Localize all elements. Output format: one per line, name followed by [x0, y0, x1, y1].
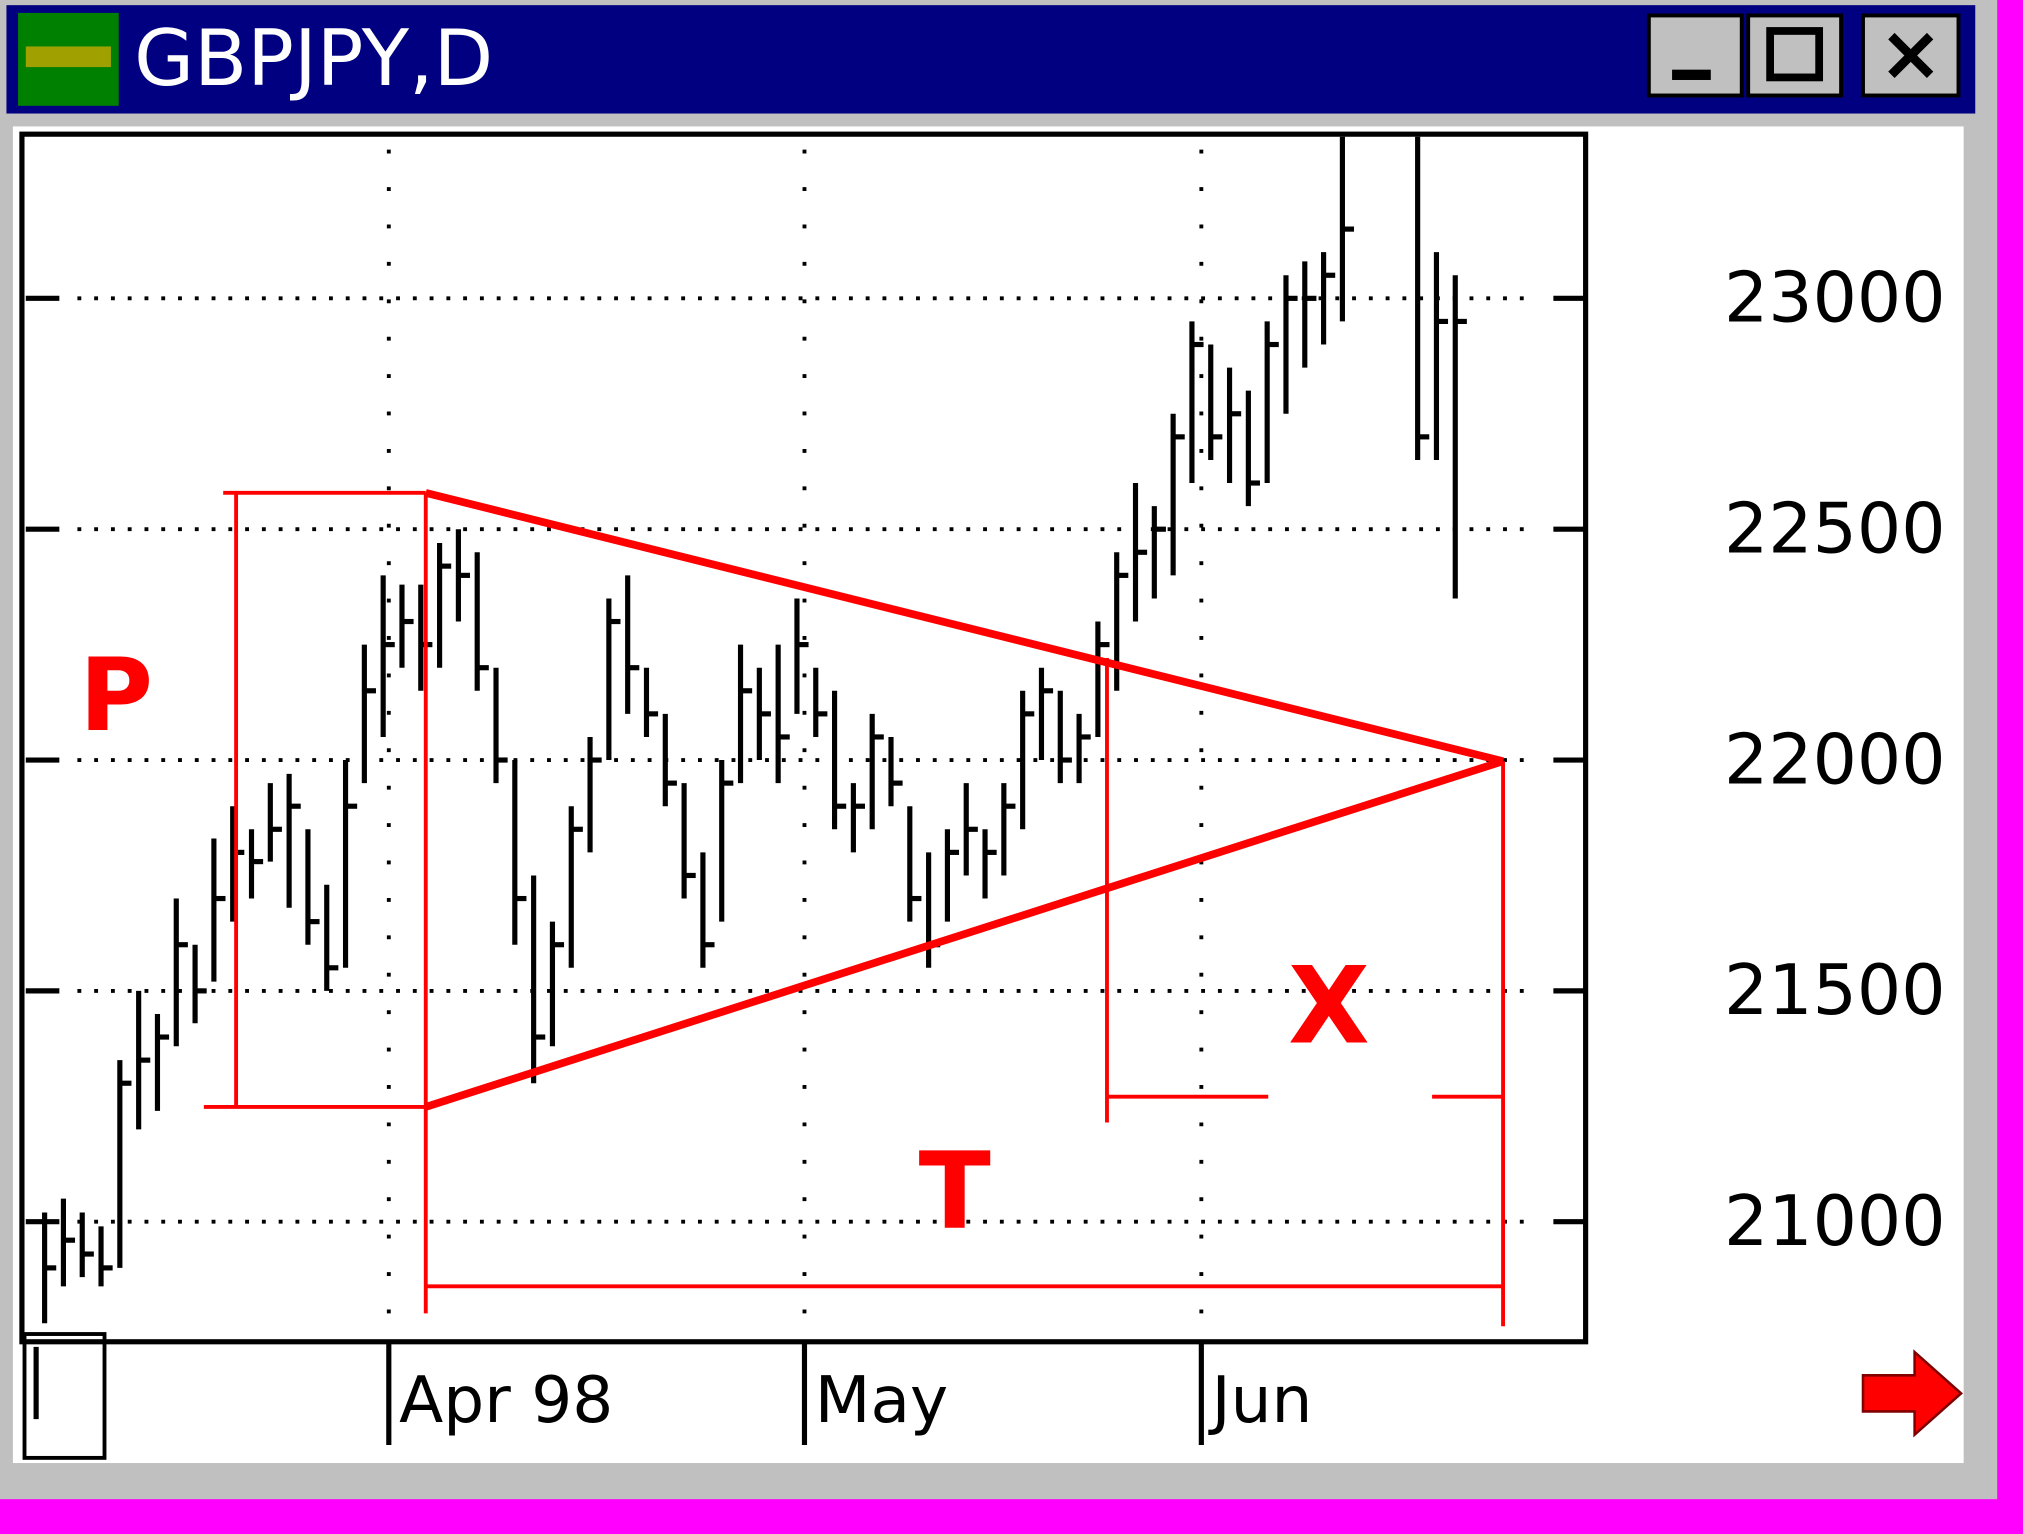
x-tick-label: Apr 98 [399, 1363, 613, 1438]
chart-pane [12, 126, 1964, 1464]
minimize-button[interactable] [1646, 13, 1744, 98]
annotation-t: T [919, 1130, 991, 1253]
y-tick-label: 22500 [1724, 488, 1946, 569]
annotation-x: X [1288, 944, 1370, 1067]
scroll-box[interactable] [22, 1332, 107, 1460]
y-tick-label: 22000 [1724, 719, 1946, 800]
y-tick-label: 23000 [1724, 258, 1946, 339]
scroll-right-arrow[interactable] [1861, 1349, 1964, 1438]
x-tick-label: Jun [1208, 1363, 1313, 1438]
plot: 21000 21500 22000 22500 23000 Apr 98 May Jun [25, 136, 1946, 1445]
pattern-drawing [203, 489, 1505, 1327]
annotation-p: P [79, 637, 153, 754]
y-tick-label: 21000 [1724, 1181, 1946, 1262]
window-title: GBPJPY,D [134, 14, 493, 104]
close-button[interactable] [1861, 13, 1961, 98]
y-tick-label: 21500 [1724, 950, 1946, 1031]
app-icon-mark [25, 46, 111, 68]
maximize-button[interactable] [1746, 13, 1844, 98]
x-tick-label: May [815, 1363, 948, 1438]
